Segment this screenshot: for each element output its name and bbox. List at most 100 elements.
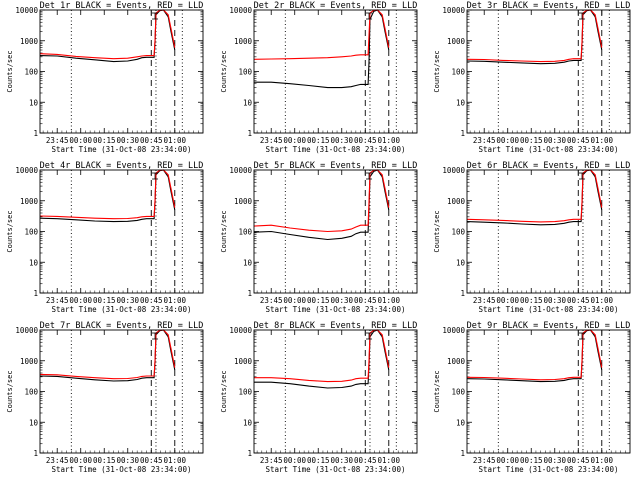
x-axis-label: Start Time (31-Oct-08 23:34:00) xyxy=(479,465,619,474)
y-tick-label: 10000 xyxy=(442,326,465,335)
y-tick-label: 10000 xyxy=(15,326,38,335)
x-tick-label: 01:00 xyxy=(590,456,613,465)
y-tick-label: 1000 xyxy=(447,197,466,206)
y-tick-label: 10 xyxy=(456,98,466,107)
x-tick-label: 00:45 xyxy=(354,296,377,305)
x-tick-label: 00:30 xyxy=(116,136,139,145)
y-tick-label: 1000 xyxy=(447,357,466,366)
y-axis-label: Counts/sec xyxy=(433,50,441,92)
x-tick-label: 23:45 xyxy=(46,456,69,465)
y-tick-label: 1000 xyxy=(20,357,39,366)
chart-title: Det 8r BLACK = Events, RED = LLD xyxy=(254,321,418,331)
x-tick-label: 23:45 xyxy=(473,136,496,145)
chart-title: Det 7r BLACK = Events, RED = LLD xyxy=(40,321,204,331)
lld-series-line xyxy=(253,169,390,233)
chart-title: Det 3r BLACK = Events, RED = LLD xyxy=(467,1,631,11)
y-tick-label: 1000 xyxy=(447,37,466,46)
x-axis-label: Start Time (31-Oct-08 23:34:00) xyxy=(266,305,406,314)
chart-title: Det 4r BLACK = Events, RED = LLD xyxy=(40,161,204,171)
y-axis-label: Counts/sec xyxy=(6,370,14,412)
x-tick-label: 00:45 xyxy=(354,456,377,465)
y-tick-label: 10 xyxy=(456,418,466,427)
y-tick-label: 10000 xyxy=(229,166,252,175)
y-tick-label: 1 xyxy=(460,449,465,458)
lld-series-line xyxy=(39,329,176,380)
x-tick-label: 01:00 xyxy=(590,136,613,145)
plot-frame xyxy=(39,169,204,294)
chart-panel-7: Det 7r BLACK = Events, RED = LLD Counts/s… xyxy=(6,321,204,474)
x-tick-label: 00:00 xyxy=(496,456,519,465)
y-tick-label: 1000 xyxy=(234,197,253,206)
y-tick-label: 100 xyxy=(238,228,252,237)
lld-series-line xyxy=(466,169,603,223)
y-tick-label: 10 xyxy=(456,258,466,267)
x-tick-label: 01:00 xyxy=(163,136,186,145)
lld-series-line xyxy=(39,169,176,220)
x-tick-label: 01:00 xyxy=(590,296,613,305)
plot-frame xyxy=(253,9,418,134)
chart-panel-3: Det 3r BLACK = Events, RED = LLD Counts/s… xyxy=(433,1,631,154)
y-axis-label: Counts/sec xyxy=(433,210,441,252)
y-tick-label: 1 xyxy=(33,449,38,458)
x-tick-label: 23:45 xyxy=(260,456,283,465)
plot-frame xyxy=(253,169,418,294)
chart-title: Det 1r BLACK = Events, RED = LLD xyxy=(40,1,204,11)
y-tick-label: 1000 xyxy=(20,197,39,206)
x-tick-label: 00:15 xyxy=(307,296,330,305)
y-tick-label: 10000 xyxy=(442,6,465,15)
y-tick-label: 1000 xyxy=(234,357,253,366)
y-tick-label: 10 xyxy=(243,98,253,107)
y-tick-label: 10000 xyxy=(229,326,252,335)
plot-frame xyxy=(466,169,631,294)
x-tick-label: 00:30 xyxy=(543,296,566,305)
x-tick-label: 01:00 xyxy=(163,296,186,305)
y-axis-label: Counts/sec xyxy=(220,50,228,92)
x-tick-label: 00:00 xyxy=(496,296,519,305)
x-tick-label: 00:00 xyxy=(69,136,92,145)
x-tick-label: 01:00 xyxy=(163,456,186,465)
x-axis-label: Start Time (31-Oct-08 23:34:00) xyxy=(52,465,192,474)
x-tick-label: 23:45 xyxy=(46,296,69,305)
chart-title: Det 6r BLACK = Events, RED = LLD xyxy=(467,161,631,171)
x-tick-label: 00:15 xyxy=(93,136,116,145)
lld-series-line xyxy=(466,329,603,381)
plot-frame xyxy=(39,9,204,134)
y-tick-label: 1 xyxy=(460,129,465,138)
x-tick-label: 00:00 xyxy=(496,136,519,145)
lld-series-line xyxy=(254,329,390,383)
plot-frame xyxy=(466,9,631,134)
chart-panel-9: Det 9r BLACK = Events, RED = LLD Counts/s… xyxy=(433,321,631,474)
chart-panel-2: Det 2r BLACK = Events, RED = LLD Counts/s… xyxy=(220,1,418,154)
x-tick-label: 00:00 xyxy=(283,296,306,305)
lld-series-line xyxy=(39,9,176,60)
x-tick-label: 00:15 xyxy=(520,296,543,305)
y-tick-label: 1 xyxy=(460,289,465,298)
x-axis-label: Start Time (31-Oct-08 23:34:00) xyxy=(52,145,192,154)
chart-panel-1: Det 1r BLACK = Events, RED = LLD Counts/s… xyxy=(6,1,204,154)
x-tick-label: 00:15 xyxy=(93,456,116,465)
plot-frame xyxy=(39,329,204,454)
y-tick-label: 100 xyxy=(24,388,38,397)
chart-panel-5: Det 5r BLACK = Events, RED = LLD Counts/s… xyxy=(220,161,418,314)
x-tick-label: 00:45 xyxy=(567,296,590,305)
chart-title: Det 2r BLACK = Events, RED = LLD xyxy=(254,1,418,11)
y-tick-label: 100 xyxy=(238,388,252,397)
x-tick-label: 00:30 xyxy=(543,456,566,465)
x-axis-label: Start Time (31-Oct-08 23:34:00) xyxy=(479,305,619,314)
chart-title: Det 5r BLACK = Events, RED = LLD xyxy=(254,161,418,171)
x-tick-label: 23:45 xyxy=(473,296,496,305)
x-tick-label: 00:30 xyxy=(330,456,353,465)
y-tick-label: 10000 xyxy=(15,166,38,175)
x-tick-label: 23:45 xyxy=(260,136,283,145)
y-tick-label: 10 xyxy=(29,98,39,107)
x-tick-label: 00:45 xyxy=(140,296,163,305)
y-tick-label: 100 xyxy=(451,228,465,237)
y-tick-label: 10 xyxy=(29,258,39,267)
y-tick-label: 10000 xyxy=(229,6,252,15)
x-tick-label: 00:45 xyxy=(567,136,590,145)
y-tick-label: 1 xyxy=(247,289,252,298)
y-tick-label: 1000 xyxy=(234,37,253,46)
lld-series-line xyxy=(253,9,390,60)
y-tick-label: 1000 xyxy=(20,37,39,46)
